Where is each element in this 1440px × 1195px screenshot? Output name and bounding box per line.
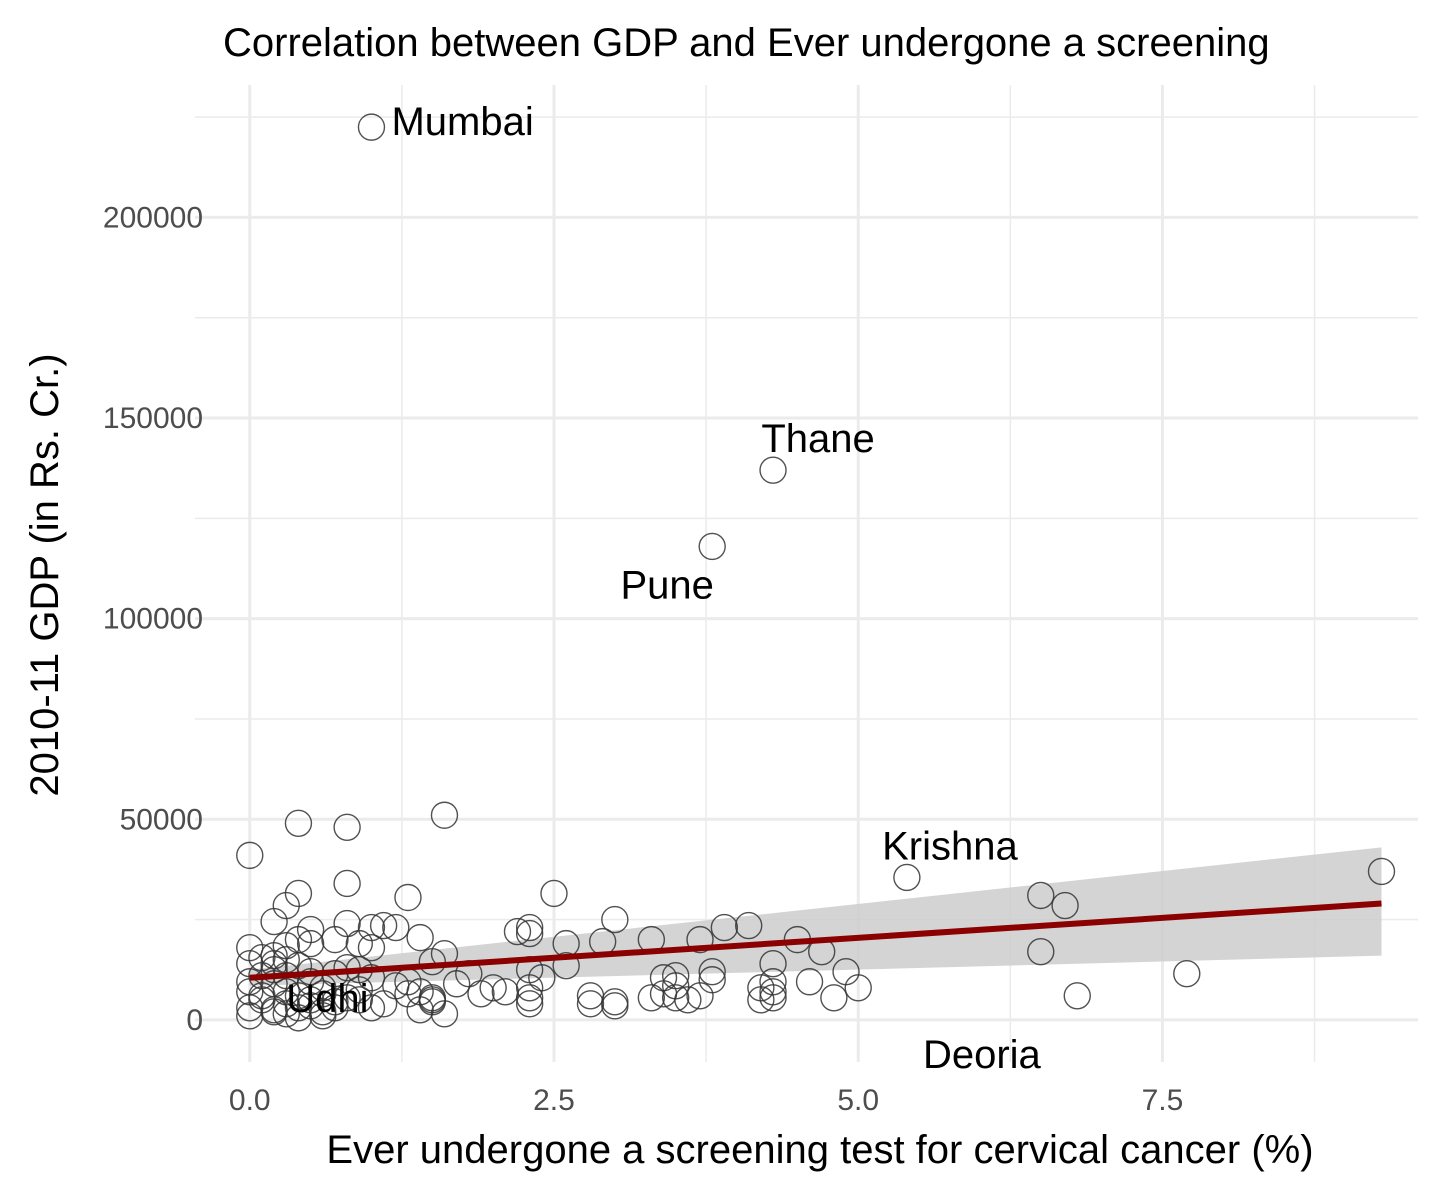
x-tick-label: 0.0 [229,1084,271,1117]
data-point [1027,937,1055,966]
data-point [333,813,361,841]
data-point [734,911,763,940]
data-point [418,986,446,1014]
x-axis-ticks: 0.0 2.5 5.0 7.5 [229,1084,1183,1117]
data-point [357,113,386,141]
data-point [601,992,629,1020]
data-point [820,984,848,1012]
data-point [710,913,739,942]
data-point [260,907,288,936]
chart-title: Correlation between GDP and Ever undergo… [223,21,1270,65]
regression-line [249,900,1382,981]
data-point [661,972,690,1000]
data-point [759,456,787,484]
data-point [759,968,787,996]
data-point [284,809,313,837]
x-tick-label: 5.0 [837,1084,879,1117]
data-point [661,984,690,1012]
data-point [637,984,666,1012]
point-label: Pune [620,563,713,607]
data-point [296,915,325,944]
data-point [284,879,313,908]
y-tick-label: 50000 [120,803,203,836]
x-tick-label: 7.5 [1142,1084,1184,1117]
data-point [284,925,313,954]
data-point [369,911,398,940]
data-point [479,974,507,1002]
data-point [345,986,373,1014]
y-axis-title: 2010-11 GDP (in Rs. Cr.) [23,353,67,796]
y-tick-label: 100000 [103,603,203,636]
data-point [515,913,544,942]
point-label: Udhi [286,977,368,1021]
data-point [406,923,434,952]
data-point [1063,982,1091,1010]
point-label: Krishna [882,824,1018,868]
data-point [284,1004,313,1032]
data-point [601,905,629,934]
data-point [661,962,690,990]
data-point [260,956,288,984]
data-point [418,947,446,976]
data-point [515,990,544,1018]
y-tick-label: 200000 [103,201,203,234]
point-label: Thane [761,417,874,461]
data-point [296,929,325,958]
data-point [296,968,325,996]
confidence-band [249,847,1382,986]
data-point [698,958,726,986]
data-point [382,913,410,942]
regression-line-group [249,900,1382,981]
data-point [236,841,264,870]
data-point [321,925,349,954]
data-point [357,964,386,992]
data-point [893,863,921,892]
data-point [698,966,726,994]
data-point [236,994,264,1022]
point-label: Mumbai [391,100,533,144]
data-point [272,931,300,960]
data-point [430,801,459,829]
data-point [576,982,605,1010]
data-point [1367,857,1396,886]
data-point [309,980,337,1008]
data-point [394,883,422,912]
x-tick-label: 2.5 [533,1084,575,1117]
data-point [759,984,787,1012]
data-point [844,974,872,1002]
data-point [674,986,702,1014]
data-point [467,980,495,1008]
data-point [357,933,386,962]
y-tick-label: 150000 [103,402,203,435]
data-point [552,952,580,980]
data-point [1173,960,1201,988]
data-point [698,532,726,561]
y-tick-label: 0 [186,1004,203,1037]
point-labels: Mumbai Thane Pune Krishna Deoria Udhi [286,100,1041,1077]
confidence-band-area [249,847,1382,986]
data-point [576,990,605,1018]
x-axis-title: Ever undergone a screening test for cerv… [326,1128,1313,1172]
data-point [503,917,532,946]
data-point [333,909,361,938]
data-point [540,879,568,908]
data-point [1027,881,1055,910]
data-point [248,943,276,972]
data-point [333,869,361,898]
data-point [686,925,714,954]
point-label: Deoria [923,1033,1042,1077]
data-point [1051,891,1079,920]
data-point [309,1002,337,1030]
data-point [759,978,787,1006]
data-point [272,1000,300,1028]
y-axis-ticks: 0 50000 100000 150000 200000 [103,201,203,1036]
data-point [759,949,787,978]
data-point [515,984,544,1012]
data-point [515,919,544,948]
data-point [795,968,824,996]
data-point [528,964,556,992]
